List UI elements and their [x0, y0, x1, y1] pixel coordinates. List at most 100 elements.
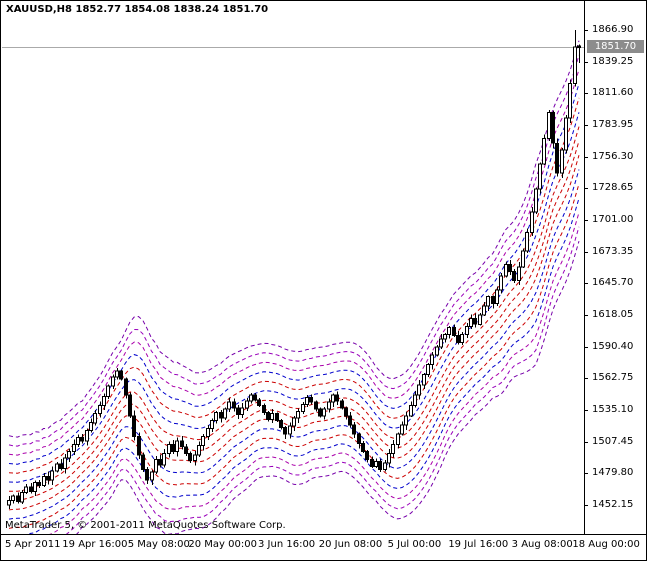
- band-line: [8, 126, 580, 492]
- candle-body: [275, 413, 279, 422]
- candle-body: [525, 232, 529, 252]
- candle-body: [193, 454, 197, 461]
- candle-body: [197, 445, 201, 456]
- candle-body: [413, 394, 417, 407]
- price-tick-label: 1479.80: [592, 467, 634, 479]
- candle-body: [50, 470, 54, 481]
- candle-body: [482, 305, 486, 316]
- candle-body: [102, 395, 106, 407]
- band-line: [8, 155, 580, 511]
- candle-body: [158, 458, 162, 466]
- candle-body: [162, 453, 166, 466]
- candle-body: [495, 289, 499, 305]
- candle-body: [469, 318, 473, 327]
- band-line: [8, 40, 580, 438]
- candle-body: [383, 462, 387, 471]
- price-tick-label: 1866.90: [592, 24, 634, 35]
- ohlc-readout: XAUUSD,H8 1852.77 1854.08 1838.24 1851.7…: [6, 4, 269, 15]
- candle-body: [93, 413, 97, 424]
- price-axis[interactable]: 1851.70 1866.90 1839.25 1811.60 1783.95 1756…: [585, 1, 646, 535]
- candle-body: [89, 422, 93, 432]
- candle-body: [318, 408, 322, 417]
- candle-body: [504, 264, 508, 277]
- candle-body: [16, 495, 20, 503]
- candle-body: [206, 427, 210, 437]
- price-tick-label: 1507.45: [592, 435, 634, 447]
- candle-body: [184, 446, 188, 455]
- candle-body: [460, 334, 464, 343]
- candle-body: [80, 437, 84, 442]
- candle-body: [409, 405, 413, 417]
- band-line: [8, 169, 580, 520]
- candle-body: [145, 469, 149, 481]
- candle-body: [46, 476, 50, 481]
- copyright-watermark: MetaTrader 5, © 2001-2011 MetaQuotes Sof…: [5, 520, 286, 531]
- candle-body: [245, 400, 249, 409]
- band-line: [65, 226, 580, 534]
- candle-body: [314, 401, 318, 410]
- candles-group: [7, 30, 581, 509]
- candle-body: [551, 111, 555, 144]
- candle-body: [119, 370, 123, 380]
- candle-body: [491, 296, 495, 305]
- date-tick-label: 5 May 08:00: [127, 539, 190, 550]
- date-tick-label: 19 Jul 16:00: [448, 539, 509, 550]
- candle-body: [67, 450, 71, 459]
- date-tick-label: 3 Jun 16:00: [258, 539, 316, 550]
- date-tick-label: 20 Jun 08:00: [318, 539, 383, 550]
- candle-body: [63, 457, 67, 470]
- candle-body: [456, 335, 460, 344]
- candle-body: [175, 440, 179, 452]
- price-tick-label: 1811.60: [592, 87, 634, 99]
- time-axis[interactable]: 5 Apr 2011 19 Apr 16:00 5 May 08:00 20 May …: [1, 537, 646, 560]
- price-tick-label: 1562.75: [592, 372, 634, 384]
- candle-body: [370, 458, 374, 467]
- candle-body: [7, 500, 11, 506]
- candle-body: [439, 338, 443, 348]
- candle-body: [279, 419, 283, 428]
- candle-body: [72, 444, 76, 452]
- candle-body: [327, 401, 331, 410]
- candle-body: [20, 492, 24, 503]
- candle-body: [124, 378, 128, 396]
- candle-body: [305, 397, 309, 405]
- price-tick-label: 1452.15: [592, 499, 634, 510]
- candle-body: [560, 149, 564, 174]
- candle-body: [447, 327, 451, 336]
- candle-body: [266, 411, 270, 420]
- candle-body: [154, 458, 158, 473]
- candle-body: [115, 370, 119, 378]
- price-tick-label: 1618.05: [592, 309, 634, 320]
- candle-body: [465, 326, 469, 335]
- band-line: [8, 112, 580, 483]
- candle-body: [42, 476, 46, 487]
- candle-body: [499, 275, 503, 291]
- candle-body: [37, 481, 41, 487]
- candle-body: [11, 495, 15, 502]
- candle-body: [24, 486, 28, 493]
- price-tick-label: 1783.95: [592, 119, 634, 130]
- candle-body: [270, 413, 274, 420]
- price-tick-label: 1590.40: [592, 340, 634, 352]
- band-line: [27, 198, 580, 534]
- price-tick-label: 1756.30: [592, 150, 634, 162]
- candle-body: [106, 385, 110, 397]
- candle-body: [76, 437, 80, 446]
- candle-body: [137, 436, 141, 456]
- band-line: [8, 69, 580, 456]
- candle-body: [452, 327, 456, 337]
- candle-body: [150, 471, 154, 481]
- candle-body: [568, 83, 572, 119]
- candle-body: [521, 250, 525, 268]
- candle-body: [404, 415, 408, 426]
- date-tick-label: 5 Jul 00:00: [387, 539, 442, 550]
- candle-body: [85, 430, 89, 442]
- candle-body: [283, 426, 287, 435]
- candle-body: [534, 188, 538, 213]
- candle-body: [547, 111, 551, 140]
- candle-body: [391, 444, 395, 455]
- candle-body: [473, 318, 477, 325]
- candle-body: [180, 440, 184, 448]
